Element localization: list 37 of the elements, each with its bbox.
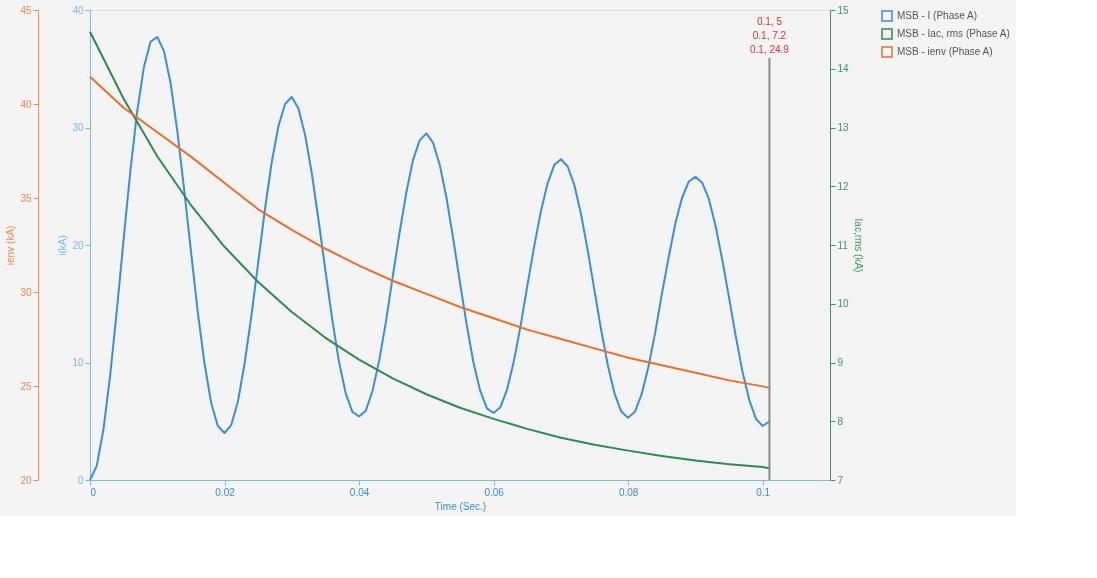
legend-label: MSB - ienv (Phase A) bbox=[897, 46, 993, 57]
y3-tick-label: 20 bbox=[20, 474, 32, 486]
legend-label: MSB - Iac, rms (Phase A) bbox=[897, 28, 1010, 39]
y-axis-title: i(kA) bbox=[57, 235, 69, 256]
legend-label: MSB - I (Phase A) bbox=[897, 10, 978, 21]
x-tick-label: 0.04 bbox=[349, 486, 370, 498]
y2-tick-label: 12 bbox=[837, 180, 850, 192]
y-tick-label: 40 bbox=[72, 4, 84, 16]
y-tick-label: 20 bbox=[72, 239, 84, 251]
line-series bbox=[89, 75, 771, 389]
y-tick-label: 30 bbox=[72, 122, 84, 133]
y3-axis-title: ienv (kA) bbox=[5, 225, 17, 266]
y-tick-label: 0 bbox=[77, 474, 84, 486]
y3-tick-label: 25 bbox=[20, 380, 32, 392]
x-tick-label: 0.1 bbox=[756, 486, 771, 498]
x-tick-label: 0.06 bbox=[484, 486, 505, 498]
y2-tick-label: 10 bbox=[837, 298, 850, 310]
annotation: 0.1, 5 bbox=[756, 16, 783, 27]
x-tick-label: 0.02 bbox=[215, 486, 236, 498]
y2-tick-label: 8 bbox=[837, 415, 844, 427]
y3-tick-label: 40 bbox=[20, 98, 32, 110]
y2-tick-label: 15 bbox=[837, 4, 850, 16]
y2-tick-label: 11 bbox=[837, 239, 849, 251]
y3-tick-label: 35 bbox=[20, 192, 32, 204]
annotation: 0.1, 24.9 bbox=[749, 44, 790, 55]
y3-tick-label: 45 bbox=[20, 4, 32, 16]
x-tick-label: 0.08 bbox=[618, 486, 639, 498]
y2-tick-label: 14 bbox=[837, 63, 850, 75]
x-axis-title: Time (Sec.) bbox=[434, 500, 487, 512]
annotation: 0.1, 7.2 bbox=[752, 30, 787, 41]
y2-axis-title: Iac,rms (kA) bbox=[852, 218, 864, 273]
y2-tick-label: 7 bbox=[837, 474, 844, 486]
y3-tick-label: 30 bbox=[20, 286, 32, 298]
y-tick-label: 10 bbox=[72, 357, 84, 368]
y2-tick-label: 9 bbox=[837, 357, 844, 368]
y2-tick-label: 13 bbox=[837, 122, 850, 133]
x-tick-label: 0 bbox=[90, 486, 97, 498]
